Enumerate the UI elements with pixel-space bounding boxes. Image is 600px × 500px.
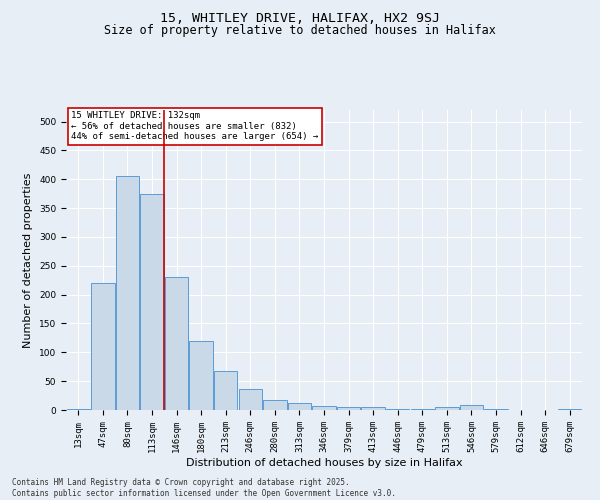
- X-axis label: Distribution of detached houses by size in Halifax: Distribution of detached houses by size …: [185, 458, 463, 468]
- Text: Contains HM Land Registry data © Crown copyright and database right 2025.
Contai: Contains HM Land Registry data © Crown c…: [12, 478, 396, 498]
- Text: 15, WHITLEY DRIVE, HALIFAX, HX2 9SJ: 15, WHITLEY DRIVE, HALIFAX, HX2 9SJ: [160, 12, 440, 26]
- Bar: [361, 406, 385, 410]
- Bar: [91, 283, 115, 410]
- Bar: [214, 371, 238, 410]
- Bar: [190, 341, 213, 410]
- Text: 15 WHITLEY DRIVE: 132sqm
← 56% of detached houses are smaller (832)
44% of semi-: 15 WHITLEY DRIVE: 132sqm ← 56% of detach…: [71, 112, 319, 142]
- Y-axis label: Number of detached properties: Number of detached properties: [23, 172, 34, 348]
- Bar: [239, 388, 262, 410]
- Bar: [116, 176, 139, 410]
- Bar: [165, 278, 188, 410]
- Bar: [67, 409, 90, 410]
- Bar: [288, 402, 311, 410]
- Bar: [337, 407, 360, 410]
- Bar: [460, 406, 483, 410]
- Bar: [263, 400, 287, 410]
- Bar: [435, 406, 458, 410]
- Text: Size of property relative to detached houses in Halifax: Size of property relative to detached ho…: [104, 24, 496, 37]
- Bar: [313, 406, 335, 410]
- Bar: [140, 194, 164, 410]
